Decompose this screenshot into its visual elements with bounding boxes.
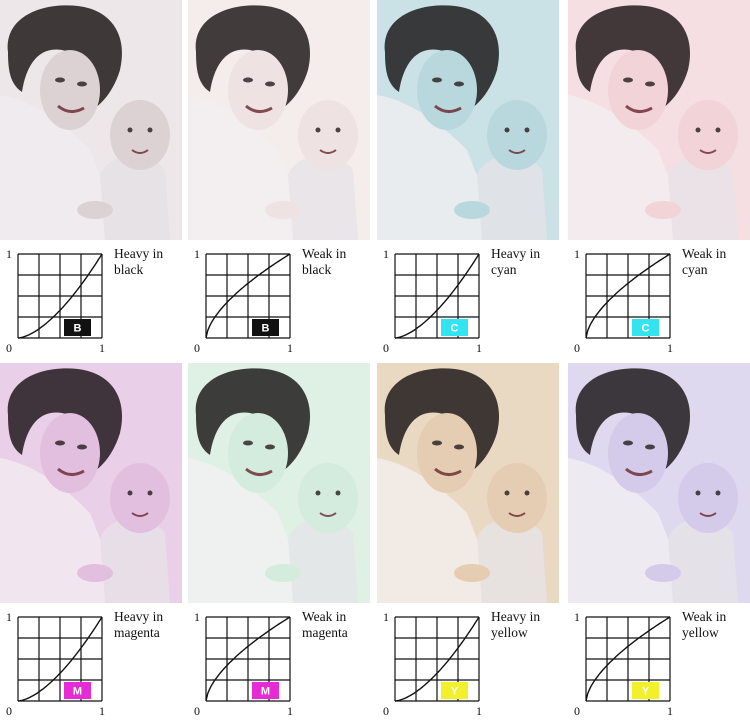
panel-3: C 0 1 1 Heavy in cyan	[377, 0, 559, 363]
transfer-curve-plot: C 0 1 1 Weak in cyan	[568, 240, 750, 363]
transfer-curve	[394, 616, 480, 702]
axis-origin-label: 0	[383, 704, 389, 718]
curve-caption: Weak in yellow	[682, 609, 727, 640]
channel-badge-label: Y	[451, 686, 459, 698]
portrait-photo	[0, 363, 182, 603]
transfer-curve	[585, 253, 671, 339]
channel-badge-label: M	[73, 686, 82, 698]
portrait-photo	[0, 0, 182, 240]
curve-caption: Heavy in yellow	[491, 609, 541, 640]
axis-x-end-label: 1	[99, 704, 105, 718]
transfer-curve-plot: Y 0 1 1 Heavy in yellow	[377, 603, 559, 726]
curve-caption: Heavy in cyan	[491, 246, 541, 277]
transfer-curve-plot: M 0 1 1 Heavy in magenta	[0, 603, 182, 726]
channel-badge	[441, 682, 468, 699]
channel-badge-label: C	[642, 323, 650, 335]
transfer-curve-plot: Y 0 1 1 Weak in yellow	[568, 603, 750, 726]
panel-2: B 0 1 1 Weak in black	[188, 0, 370, 363]
curve-caption: Heavy in magenta	[114, 609, 164, 640]
panel-8: Y 0 1 1 Weak in yellow	[568, 363, 750, 726]
axis-origin-label: 0	[6, 341, 12, 355]
channel-badge	[64, 682, 91, 699]
curve-caption: Weak in cyan	[682, 246, 727, 277]
portrait-photo	[377, 363, 559, 603]
axis-x-end-label: 1	[476, 704, 482, 718]
channel-badge	[632, 682, 659, 699]
transfer-curve	[17, 253, 103, 339]
axis-x-end-label: 1	[99, 341, 105, 355]
axis-y-end-label: 1	[574, 610, 580, 624]
channel-badge-label: B	[262, 323, 270, 335]
transfer-curve-plot: M 0 1 1 Weak in magenta	[188, 603, 370, 726]
curve-caption: Weak in black	[302, 246, 347, 277]
axis-origin-label: 0	[194, 341, 200, 355]
channel-badge	[632, 319, 659, 336]
channel-badge-label: Y	[642, 686, 650, 698]
panel-4: C 0 1 1 Weak in cyan	[568, 0, 750, 363]
channel-badge	[252, 319, 279, 336]
axis-x-end-label: 1	[667, 341, 673, 355]
curve-caption: Weak in magenta	[302, 609, 348, 640]
channel-badge	[441, 319, 468, 336]
axis-x-end-label: 1	[287, 341, 293, 355]
portrait-photo	[568, 363, 750, 603]
channel-badge	[64, 319, 91, 336]
portrait-photo	[188, 0, 370, 240]
axis-y-end-label: 1	[383, 247, 389, 261]
axis-y-end-label: 1	[6, 247, 12, 261]
transfer-curve-plot: B 0 1 1 Heavy in black	[0, 240, 182, 363]
axis-x-end-label: 1	[476, 341, 482, 355]
transfer-curve-plot: B 0 1 1 Weak in black	[188, 240, 370, 363]
panel-5: M 0 1 1 Heavy in magenta	[0, 363, 182, 726]
transfer-curve-plot: C 0 1 1 Heavy in cyan	[377, 240, 559, 363]
axis-y-end-label: 1	[574, 247, 580, 261]
axis-origin-label: 0	[194, 704, 200, 718]
transfer-curve	[394, 253, 480, 339]
transfer-curve	[205, 616, 291, 702]
axis-origin-label: 0	[574, 704, 580, 718]
axis-x-end-label: 1	[287, 704, 293, 718]
axis-origin-label: 0	[574, 341, 580, 355]
channel-badge	[252, 682, 279, 699]
transfer-curve	[205, 253, 291, 339]
axis-y-end-label: 1	[383, 610, 389, 624]
axis-origin-label: 0	[383, 341, 389, 355]
transfer-curve	[585, 616, 671, 702]
panel-7: Y 0 1 1 Heavy in yellow	[377, 363, 559, 726]
axis-y-end-label: 1	[194, 247, 200, 261]
axis-y-end-label: 1	[194, 610, 200, 624]
channel-badge-label: C	[451, 323, 459, 335]
axis-y-end-label: 1	[6, 610, 12, 624]
channel-badge-label: B	[74, 323, 82, 335]
portrait-photo	[568, 0, 750, 240]
channel-badge-label: M	[261, 686, 270, 698]
panel-1: B 0 1 1 Heavy in black	[0, 0, 182, 363]
curve-caption: Heavy in black	[114, 246, 164, 277]
panel-6: M 0 1 1 Weak in magenta	[188, 363, 370, 726]
axis-origin-label: 0	[6, 704, 12, 718]
axis-x-end-label: 1	[667, 704, 673, 718]
portrait-photo	[377, 0, 559, 240]
portrait-photo	[188, 363, 370, 603]
transfer-curve	[17, 616, 103, 702]
